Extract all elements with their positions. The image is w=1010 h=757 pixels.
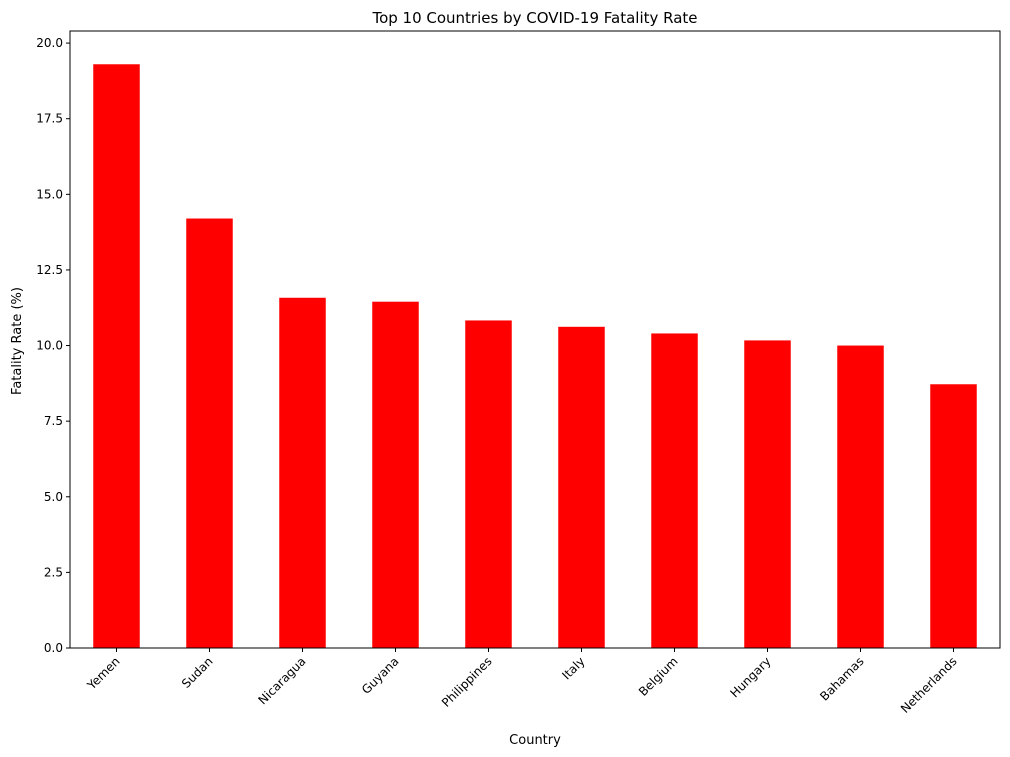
y-tick-label: 5.0 (44, 490, 63, 504)
bar-hungary (744, 340, 791, 648)
bar-belgium (651, 333, 698, 648)
x-tick-label: Hungary (727, 654, 773, 700)
x-axis: Yemen Sudan Nicaragua Guyana Philippines Ital… (84, 648, 960, 716)
bars-group (93, 64, 977, 649)
y-tick-label: 17.5 (36, 112, 63, 126)
bar-philippines (465, 320, 512, 648)
bar-sudan (186, 218, 233, 649)
x-tick-label: Sudan (179, 654, 216, 691)
y-axis: 0.0 2.5 5.0 7.5 10.0 12.5 15.0 17.5 20.0 (36, 36, 70, 655)
y-tick-label: 0.0 (44, 641, 63, 655)
x-tick-label: Belgium (636, 654, 681, 699)
bar-guyana (372, 301, 419, 648)
x-tick-label: Yemen (84, 654, 123, 693)
x-tick-label: Bahamas (817, 654, 866, 703)
bar-yemen (93, 64, 140, 649)
chart-title: Top 10 Countries by COVID-19 Fatality Ra… (371, 9, 697, 27)
x-tick-label: Philippines (439, 654, 495, 710)
y-tick-label: 12.5 (36, 263, 63, 277)
plot-frame (69, 30, 1001, 649)
y-tick-label: 10.0 (36, 339, 63, 353)
x-tick-label: Guyana (359, 654, 402, 697)
x-tick-label: Netherlands (898, 654, 960, 716)
x-tick-label: Nicaragua (255, 654, 308, 707)
bar-italy (558, 326, 605, 648)
bar-nicaragua (279, 297, 326, 648)
y-tick-label: 20.0 (36, 36, 63, 50)
y-tick-label: 2.5 (44, 565, 63, 579)
bar-bahamas (837, 345, 884, 648)
x-axis-label: Country (509, 733, 561, 748)
x-tick-label: Italy (559, 654, 587, 682)
y-tick-label: 7.5 (44, 414, 63, 428)
y-axis-label: Fatality Rate (%) (10, 287, 25, 395)
bar-netherlands (930, 384, 977, 648)
y-tick-label: 15.0 (36, 187, 63, 201)
